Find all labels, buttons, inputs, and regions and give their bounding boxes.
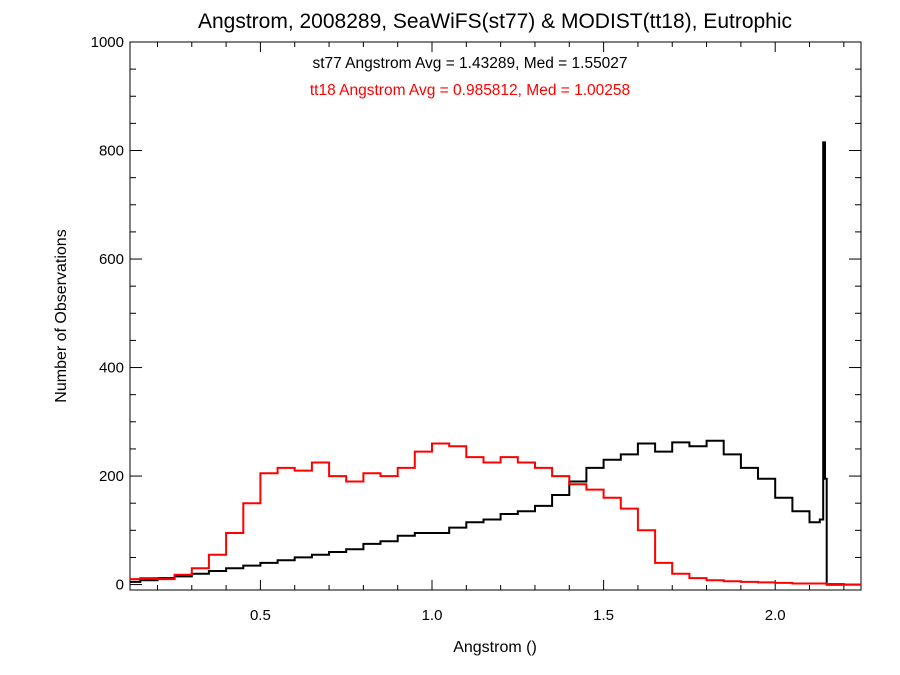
plot-area [129, 41, 862, 591]
y-tick-label: 0 [116, 577, 124, 594]
series-line-1 [130, 442, 861, 586]
x-tick-label: 1.5 [593, 607, 614, 624]
y-axis-label: Number of Observations [53, 229, 70, 402]
x-tick-label: 0.5 [250, 607, 271, 624]
x-axis-label: Angstrom () [453, 639, 537, 656]
axis-ticks: 0.5 1.0 1.5 2.0 0 200 400 600 800 1000 [91, 34, 861, 624]
y-tick-label: 600 [99, 251, 124, 268]
series-line-0 [130, 141, 861, 586]
y-tick-label: 400 [99, 360, 124, 377]
x-tick-label: 2.0 [765, 607, 786, 624]
annotation-tt18-stats: tt18 Angstrom Avg = 0.985812, Med = 1.00… [310, 82, 630, 99]
plot-frame [129, 41, 862, 591]
annotation-st77-stats: st77 Angstrom Avg = 1.43289, Med = 1.550… [312, 55, 627, 72]
chart-title: Angstrom, 2008289, SeaWiFS(st77) & MODIS… [198, 10, 792, 33]
y-tick-label: 800 [99, 143, 124, 160]
y-tick-label: 200 [99, 468, 124, 485]
y-tick-label: 1000 [91, 34, 124, 51]
series-layer [130, 141, 861, 586]
x-tick-label: 1.0 [422, 607, 443, 624]
